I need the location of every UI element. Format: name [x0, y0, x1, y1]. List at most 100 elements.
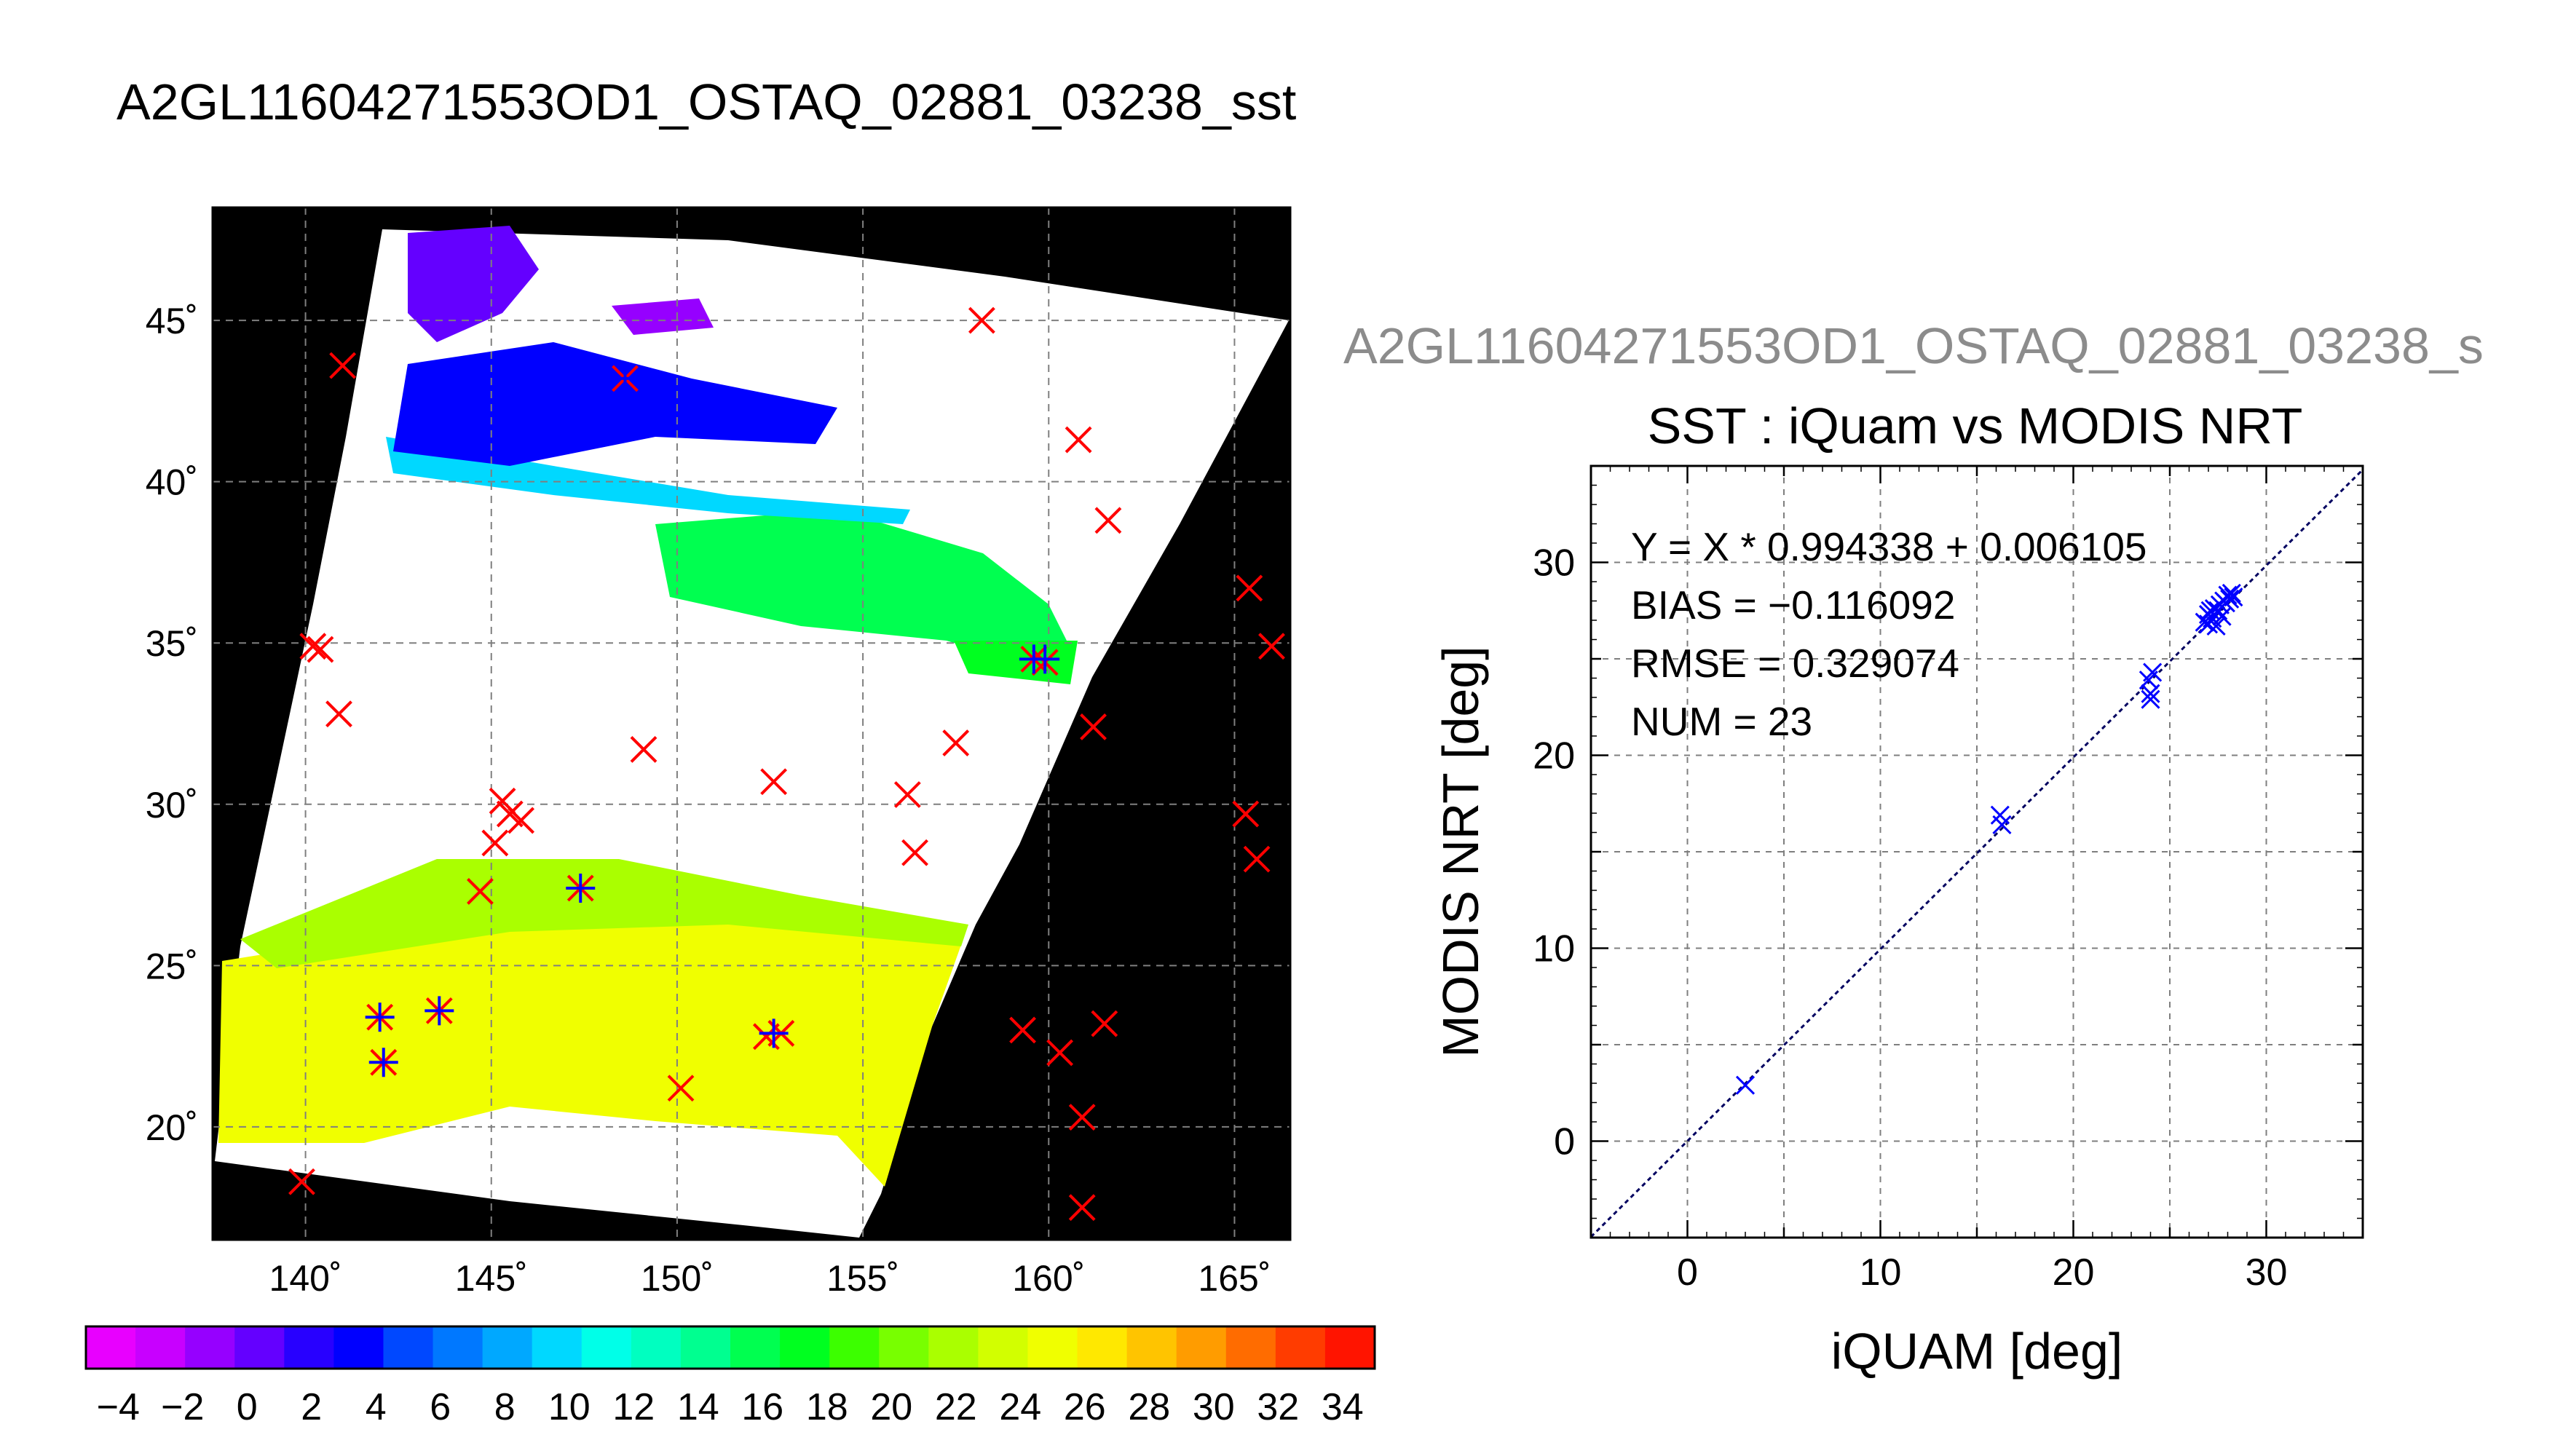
colorbar-cell	[185, 1326, 235, 1369]
scatter-panel: 0 10 20 30 0 10 20 30 Y = X * 0.994338 + 0.0061…	[1432, 464, 2364, 1380]
map-tick-labels: 140˚ 145˚ 150˚ 155˚ 160˚ 165˚ 20˚ 25˚ 30˚ 35˚ 40˚ 4…	[146, 301, 1271, 1299]
map-marker-x	[1094, 507, 1122, 534]
map-lat-tick-label: 45˚	[146, 301, 198, 341]
map-marker-x	[630, 736, 657, 763]
colorbar-tick-label: 16	[741, 1386, 783, 1428]
scatter-x-axis-label: iQUAM [deg]	[1831, 1323, 2123, 1380]
colorbar-cell	[1176, 1326, 1227, 1369]
map-marker-x	[299, 633, 327, 660]
scatter-point	[2200, 601, 2220, 620]
map-lat-tick-label: 35˚	[146, 623, 198, 664]
map-marker-x	[1243, 845, 1271, 873]
map-marker-x	[1068, 1104, 1096, 1131]
map-marker-x	[1232, 800, 1260, 828]
colorbar-tick-label: 2	[301, 1386, 322, 1428]
colorbar-tick-label: 30	[1193, 1386, 1235, 1428]
scatter-y-tick-label: 20	[1533, 735, 1575, 778]
scatter-points	[1735, 583, 2243, 1095]
map-lon-tick-label: 165˚	[1198, 1258, 1271, 1299]
map-marker-plus	[1030, 644, 1060, 674]
map-lat-tick-label: 40˚	[146, 462, 198, 503]
colorbar-cell	[1275, 1326, 1326, 1369]
colorbar-cell	[135, 1326, 186, 1369]
colorbar-cell	[383, 1326, 434, 1369]
map-marker-plus	[365, 1002, 395, 1032]
map-marker-x	[1091, 1010, 1118, 1037]
map-lat-tick-label: 20˚	[146, 1107, 198, 1148]
colorbar-cell	[1324, 1326, 1375, 1369]
map-marker-plus	[424, 996, 454, 1026]
scatter-annotations: Y = X * 0.994338 + 0.006105 BIAS = −0.116…	[1631, 524, 2147, 744]
map-marker-plus	[610, 363, 640, 393]
scatter-point	[2206, 616, 2226, 636]
map-markers	[288, 306, 1285, 1222]
colorbar-cell	[631, 1326, 682, 1369]
scatter-x-tick-label: 10	[1860, 1251, 1902, 1294]
map-marker-x	[307, 636, 334, 663]
sst-field-green-east	[954, 641, 1078, 684]
colorbar-cell	[1126, 1326, 1177, 1369]
colorbar-tick-label: −4	[97, 1386, 140, 1428]
scatter-point	[2141, 689, 2160, 709]
colorbar-cell	[333, 1326, 384, 1369]
sst-field-purple-north	[612, 298, 714, 335]
scatter-chart-title: SST : iQuam vs MODIS NRT	[1647, 397, 2303, 454]
colorbar-cell	[680, 1326, 731, 1369]
map-marker-x	[1046, 1039, 1074, 1067]
scatter-y-tick-label: 0	[1554, 1121, 1575, 1163]
map-marker-x	[901, 839, 928, 866]
map-marker-x	[942, 729, 970, 757]
colorbar-cell	[532, 1326, 583, 1369]
colorbar-tick-label: 8	[494, 1386, 516, 1428]
colorbar-cell	[482, 1326, 533, 1369]
map-marker-x	[329, 352, 357, 379]
scatter-annotation: NUM = 23	[1631, 699, 1812, 744]
colorbar-tick-label: 26	[1064, 1386, 1106, 1428]
scatter-point	[2222, 583, 2241, 603]
colorbar-cell	[86, 1326, 136, 1369]
scatter-x-tick-label: 30	[2246, 1251, 2288, 1294]
colorbar-tick-label: 18	[806, 1386, 848, 1428]
map-marker-x	[288, 1168, 315, 1195]
map-marker-x	[1258, 633, 1285, 660]
colorbar-cell	[780, 1326, 830, 1369]
scatter-y-tick-label: 30	[1533, 542, 1575, 585]
colorbar-cell	[829, 1326, 880, 1369]
map-panel: 140˚ 145˚ 150˚ 155˚ 160˚ 165˚ 20˚ 25˚ 30˚ 35˚ 40˚ 4…	[146, 206, 1292, 1299]
scatter-point	[2143, 662, 2163, 682]
map-marker-plus	[759, 1018, 789, 1048]
sst-field-yellowgreen	[240, 859, 968, 968]
map-lat-tick-label: 30˚	[146, 785, 198, 826]
scatter-point	[1735, 1075, 1756, 1095]
colorbar-tick-label: −2	[161, 1386, 204, 1428]
map-marker-x	[1009, 1016, 1036, 1044]
map-marker-plus	[368, 1048, 398, 1077]
colorbar-cell	[879, 1326, 929, 1369]
map-marker-x	[325, 700, 352, 728]
map-lon-tick-label: 155˚	[826, 1258, 899, 1299]
scatter-point	[2224, 587, 2243, 607]
colorbar-tick-label: 22	[935, 1386, 977, 1428]
scatter-ticks: 0 10 20 30 0 10 20 30	[1533, 464, 2364, 1294]
colorbar-tick-label: 6	[430, 1386, 451, 1428]
map-marker-x	[667, 1075, 695, 1102]
scatter-grid	[1591, 466, 2363, 1238]
map-marker-x	[1080, 713, 1107, 740]
sst-field-warm	[218, 888, 968, 1187]
scatter-overhead-title: A2GL11604271553OD1_OSTAQ_02881_03238_s	[1343, 317, 2484, 374]
scatter-y-axis-label: MODIS NRT [deg]	[1432, 646, 1489, 1057]
sst-field-blue	[393, 342, 837, 466]
scatter-point	[1992, 815, 2012, 834]
colorbar-cell	[1225, 1326, 1276, 1369]
scatter-point	[2218, 585, 2238, 605]
map-lon-tick-label: 145˚	[455, 1258, 528, 1299]
colorbar-cell	[234, 1326, 285, 1369]
colorbar-tick-label: 32	[1257, 1386, 1299, 1428]
colorbar-tick-label: 0	[237, 1386, 258, 1428]
colorbar-cell	[284, 1326, 334, 1369]
map-marker-plus	[566, 873, 596, 903]
colorbar: −4 −2 0 2 4 6 8 10 12 14 16 18 20 22 24 26 28 30 32 34	[84, 1325, 1376, 1428]
map-marker-x	[467, 878, 494, 905]
colorbar-cell	[581, 1326, 632, 1369]
